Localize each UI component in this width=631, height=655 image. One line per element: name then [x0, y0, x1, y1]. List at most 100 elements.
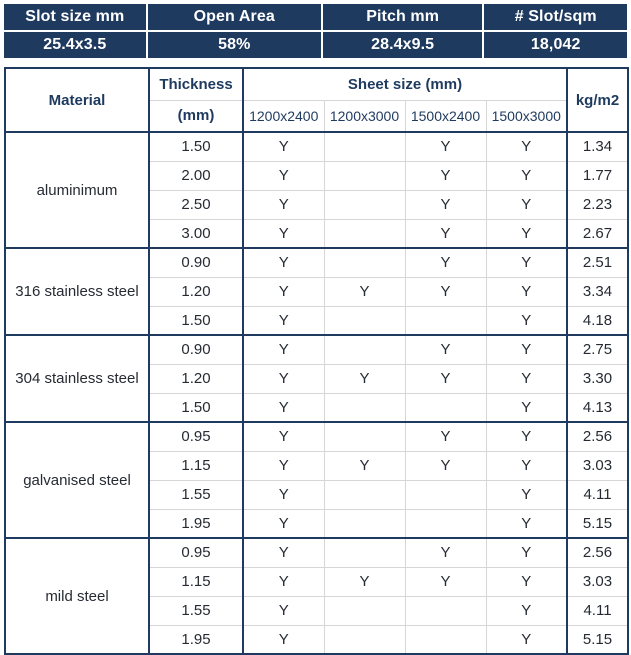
thickness-cell: 0.90 [148, 334, 244, 365]
header-thickness-unit: (mm) [148, 99, 244, 133]
availability-cell-1500x3000: Y [485, 131, 569, 162]
availability-cell-1200x3000 [323, 421, 406, 452]
availability-cell-1200x2400: Y [242, 160, 325, 191]
availability-cell-1200x3000 [323, 508, 406, 539]
availability-cell-1200x3000 [323, 131, 406, 162]
availability-cell-1500x2400: Y [404, 160, 487, 191]
availability-cell-1200x3000 [323, 160, 406, 191]
summary-value-slot-size: 25.4x3.5 [4, 32, 146, 58]
weight-cell: 5.15 [566, 624, 629, 655]
summary-header-slot-size: Slot size mm [4, 4, 146, 30]
weight-cell: 2.23 [566, 189, 629, 220]
spec-table: Material Thickness Sheet size (mm) kg/m2… [4, 67, 630, 655]
thickness-cell: 1.50 [148, 392, 244, 423]
availability-cell-1200x3000 [323, 334, 406, 365]
thickness-cell: 2.00 [148, 160, 244, 191]
weight-cell: 5.15 [566, 508, 629, 539]
availability-cell-1500x2400 [404, 479, 487, 510]
thickness-cell: 1.20 [148, 363, 244, 394]
weight-cell: 2.51 [566, 247, 629, 278]
availability-cell-1500x3000: Y [485, 624, 569, 655]
availability-cell-1200x2400: Y [242, 363, 325, 394]
table-row: 2.00 Y Y Y 1.77 [5, 160, 629, 191]
availability-cell-1200x2400: Y [242, 479, 325, 510]
summary-value-open-area: 58% [147, 32, 321, 58]
availability-cell-1500x2400: Y [404, 450, 487, 481]
availability-cell-1200x3000: Y [323, 566, 406, 597]
table-row: 1.20 Y Y Y Y 3.30 [5, 363, 629, 394]
availability-cell-1200x3000 [323, 305, 406, 336]
thickness-cell: 1.55 [148, 479, 244, 510]
availability-cell-1500x3000: Y [485, 160, 569, 191]
table-row: 304 stainless steel 0.90 Y Y Y 2.75 [4, 334, 629, 423]
header-material: Material [4, 67, 150, 133]
availability-cell-1500x3000: Y [485, 595, 569, 626]
availability-cell-1500x3000: Y [485, 479, 569, 510]
availability-cell-1200x3000 [323, 189, 406, 220]
availability-cell-1200x2400: Y [242, 595, 325, 626]
weight-cell: 2.67 [566, 218, 629, 249]
weight-cell: 4.11 [566, 479, 629, 510]
availability-cell-1200x2400: Y [242, 508, 325, 539]
summary-header-open-area: Open Area [147, 4, 321, 30]
weight-cell: 1.34 [566, 131, 629, 162]
material-cell: galvanised steel [4, 421, 150, 539]
availability-cell-1500x2400: Y [404, 218, 487, 249]
availability-cell-1500x2400 [404, 624, 487, 655]
summary-bar: Slot size mm Open Area Pitch mm # Slot/s… [4, 4, 627, 58]
availability-cell-1200x3000 [323, 479, 406, 510]
spec-table-header: Material Thickness Sheet size (mm) kg/m2… [4, 67, 629, 133]
availability-cell-1200x2400: Y [242, 247, 325, 278]
availability-cell-1500x2400: Y [404, 566, 487, 597]
weight-cell: 4.18 [566, 305, 629, 336]
table-row: mild steel 0.95 Y Y Y 2.56 [4, 537, 629, 655]
availability-cell-1500x2400: Y [404, 421, 487, 452]
header-thickness: Thickness [148, 67, 244, 101]
weight-cell: 2.56 [566, 537, 629, 568]
availability-cell-1200x3000: Y [323, 363, 406, 394]
availability-cell-1500x3000: Y [485, 247, 569, 278]
availability-cell-1200x2400: Y [242, 334, 325, 365]
table-row: 2.50 Y Y Y 2.23 [5, 189, 629, 220]
availability-cell-1200x3000 [323, 595, 406, 626]
availability-cell-1200x2400: Y [242, 566, 325, 597]
table-row: 1.15 Y Y Y Y 3.03 [5, 566, 629, 597]
availability-cell-1500x2400: Y [404, 131, 487, 162]
weight-cell: 3.30 [566, 363, 629, 394]
table-row: 1.55 Y Y 4.11 [5, 479, 629, 510]
availability-cell-1200x2400: Y [242, 421, 325, 452]
thickness-cell: 1.15 [148, 566, 244, 597]
availability-cell-1500x3000: Y [485, 508, 569, 539]
header-sheet-1200x2400: 1200x2400 [242, 99, 325, 133]
table-row: 1.20 Y Y Y Y 3.34 [5, 276, 629, 307]
availability-cell-1200x2400: Y [242, 131, 325, 162]
availability-cell-1200x3000 [323, 218, 406, 249]
table-row: 1.55 Y Y 4.11 [5, 595, 629, 626]
availability-cell-1500x3000: Y [485, 363, 569, 394]
availability-cell-1200x2400: Y [242, 392, 325, 423]
availability-cell-1500x3000: Y [485, 450, 569, 481]
table-row: 1.50 Y Y 4.13 [5, 392, 629, 423]
header-weight: kg/m2 [566, 67, 629, 133]
availability-cell-1500x2400: Y [404, 189, 487, 220]
availability-cell-1500x3000: Y [485, 189, 569, 220]
availability-cell-1500x3000: Y [485, 566, 569, 597]
table-row: 316 stainless steel 0.90 Y Y Y 2.51 [4, 247, 629, 336]
availability-cell-1500x2400 [404, 508, 487, 539]
availability-cell-1500x2400 [404, 595, 487, 626]
thickness-cell: 1.20 [148, 276, 244, 307]
summary-header-pitch: Pitch mm [322, 4, 483, 30]
availability-cell-1500x2400: Y [404, 276, 487, 307]
page: Slot size mm Open Area Pitch mm # Slot/s… [4, 4, 630, 655]
availability-cell-1200x2400: Y [242, 305, 325, 336]
table-row: 3.00 Y Y Y 2.67 [5, 218, 629, 249]
weight-cell: 2.56 [566, 421, 629, 452]
thickness-cell: 3.00 [148, 218, 244, 249]
header-sheet-1200x3000: 1200x3000 [323, 99, 406, 133]
thickness-cell: 2.50 [148, 189, 244, 220]
header-sheet-1500x3000: 1500x3000 [485, 99, 569, 133]
availability-cell-1500x2400: Y [404, 537, 487, 568]
weight-cell: 4.13 [566, 392, 629, 423]
weight-cell: 3.03 [566, 450, 629, 481]
thickness-cell: 1.15 [148, 450, 244, 481]
